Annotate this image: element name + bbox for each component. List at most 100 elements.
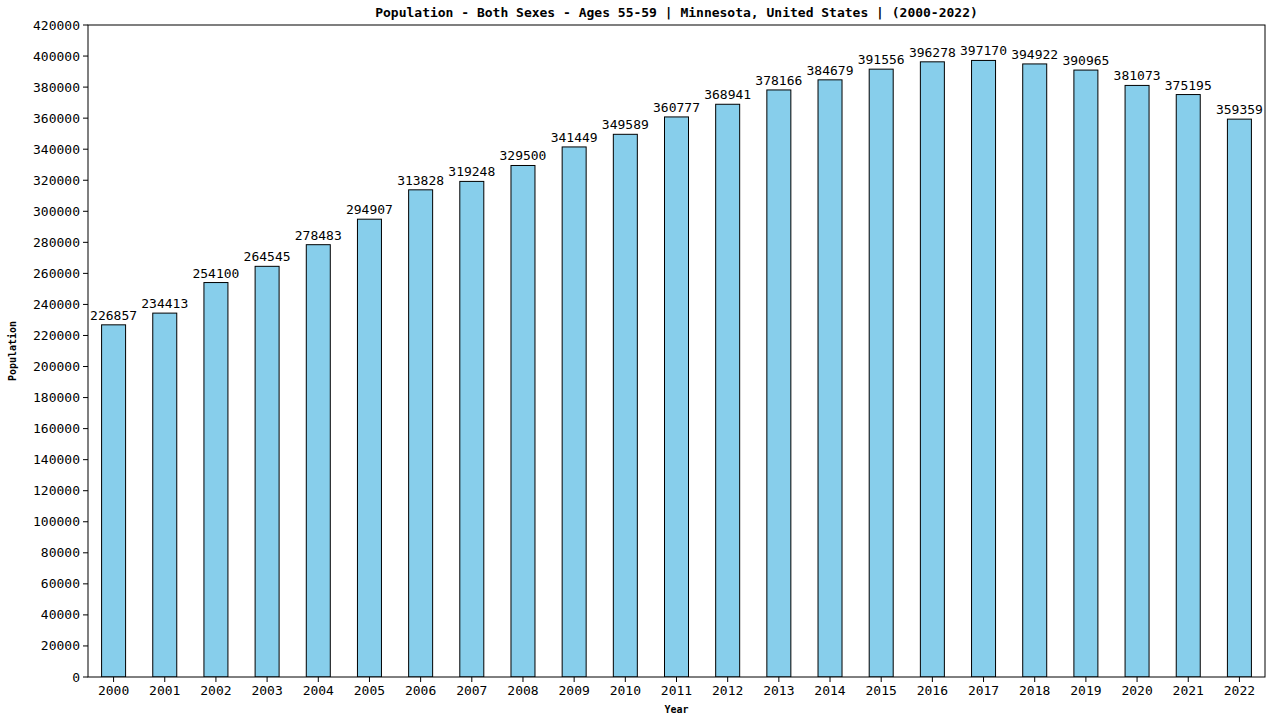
bar: [255, 266, 279, 677]
x-tick-label: 2000: [98, 683, 129, 698]
x-tick: [1239, 677, 1240, 682]
y-tick: [83, 87, 88, 88]
y-tick-label: 420000: [33, 18, 80, 33]
y-tick-label: 280000: [33, 235, 80, 250]
y-tick-label: 400000: [33, 49, 80, 64]
x-tick-label: 2022: [1224, 683, 1255, 698]
y-tick-label: 20000: [41, 638, 80, 653]
x-tick: [778, 677, 779, 682]
data-label: 384679: [807, 63, 854, 78]
y-tick-label: 220000: [33, 328, 80, 343]
x-tick-label: 2008: [507, 683, 538, 698]
x-tick: [420, 677, 421, 682]
y-tick-label: 240000: [33, 297, 80, 312]
y-tick-label: 180000: [33, 390, 80, 405]
bar: [460, 181, 484, 677]
x-tick-label: 2005: [354, 683, 385, 698]
x-tick-label: 2020: [1121, 683, 1152, 698]
data-label: 264545: [244, 249, 291, 264]
y-tick-label: 140000: [33, 452, 80, 467]
x-tick-label: 2014: [814, 683, 845, 698]
y-tick: [83, 677, 88, 678]
x-tick: [267, 677, 268, 682]
y-tick-label: 160000: [33, 421, 80, 436]
plot-frame: [88, 25, 1265, 677]
bar: [562, 147, 586, 677]
data-label: 234413: [141, 296, 188, 311]
data-label: 391556: [858, 52, 905, 67]
x-tick-label: 2006: [405, 683, 436, 698]
y-tick: [83, 242, 88, 243]
x-tick: [522, 677, 523, 682]
data-label: 378166: [755, 73, 802, 88]
y-tick: [83, 118, 88, 119]
x-tick: [215, 677, 216, 682]
bar: [1023, 64, 1047, 677]
chart-container: Population - Both Sexes - Ages 55-59 | M…: [0, 0, 1280, 720]
y-tick: [83, 149, 88, 150]
title: Population - Both Sexes - Ages 55-59 | M…: [375, 5, 978, 20]
y-tick: [83, 490, 88, 491]
x-tick-label: 2009: [558, 683, 589, 698]
y-tick-label: 100000: [33, 514, 80, 529]
bar: [1074, 70, 1098, 677]
bar: [613, 134, 637, 677]
y-tick-label: 80000: [41, 545, 80, 560]
x-tick: [369, 677, 370, 682]
data-label: 313828: [397, 173, 444, 188]
x-tick-label: 2015: [866, 683, 897, 698]
bar: [306, 245, 330, 677]
x-tick: [727, 677, 728, 682]
y-tick-label: 300000: [33, 204, 80, 219]
data-label: 359359: [1216, 102, 1263, 117]
bar: [767, 90, 791, 677]
x-tick: [318, 677, 319, 682]
x-tick-label: 2013: [763, 683, 794, 698]
x-tick: [471, 677, 472, 682]
y-tick-label: 0: [72, 670, 80, 685]
data-label: 390965: [1062, 53, 1109, 68]
chart-svg: Population - Both Sexes - Ages 55-59 | M…: [0, 0, 1280, 720]
data-label: 226857: [90, 308, 137, 323]
y-tick-label: 380000: [33, 80, 80, 95]
x-tick-label: 2012: [712, 683, 743, 698]
x-tick-label: 2004: [303, 683, 334, 698]
bar: [102, 325, 126, 677]
data-label: 254100: [192, 266, 239, 281]
x-tick: [113, 677, 114, 682]
y-tick-label: 200000: [33, 359, 80, 374]
data-label: 394922: [1011, 47, 1058, 62]
bar: [818, 80, 842, 677]
y-tick: [83, 273, 88, 274]
x-tick: [1034, 677, 1035, 682]
x-tick: [676, 677, 677, 682]
data-label: 368941: [704, 87, 751, 102]
x-tick-label: 2016: [917, 683, 948, 698]
bar: [357, 219, 381, 677]
y-tick: [83, 583, 88, 584]
y-tick: [83, 211, 88, 212]
bars: [102, 60, 1252, 677]
y-tick: [83, 645, 88, 646]
x-tick: [881, 677, 882, 682]
data-label: 341449: [551, 130, 598, 145]
bar: [716, 104, 740, 677]
y-tick: [83, 25, 88, 26]
data-label: 278483: [295, 228, 342, 243]
y-tick: [83, 459, 88, 460]
x-axis-label: Year: [664, 704, 688, 715]
y-tick-label: 260000: [33, 266, 80, 281]
data-label: 360777: [653, 100, 700, 115]
y-tick-label: 340000: [33, 142, 80, 157]
x-tick-label: 2002: [200, 683, 231, 698]
x-tick: [830, 677, 831, 682]
data-label: 396278: [909, 45, 956, 60]
y-tick: [83, 397, 88, 398]
x-tick-label: 2007: [456, 683, 487, 698]
y-tick: [83, 335, 88, 336]
x-tick-label: 2021: [1173, 683, 1204, 698]
x-tick: [574, 677, 575, 682]
bar: [1176, 95, 1200, 677]
x-tick-label: 2011: [661, 683, 692, 698]
y-tick-label: 40000: [41, 607, 80, 622]
